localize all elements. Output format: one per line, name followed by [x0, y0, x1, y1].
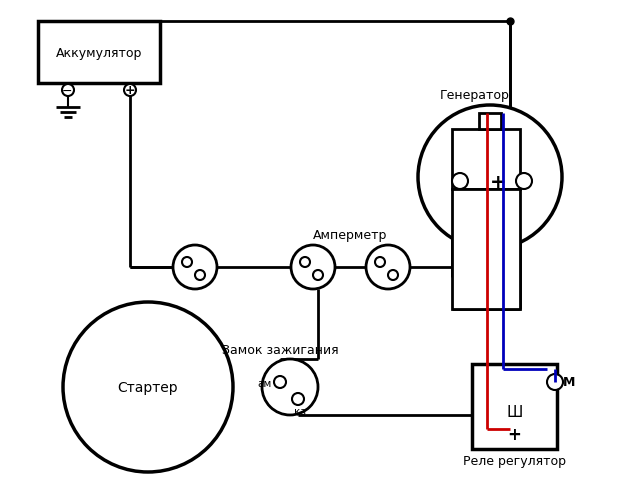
Circle shape [262, 359, 318, 415]
Circle shape [291, 245, 335, 290]
Circle shape [516, 174, 532, 189]
Text: Амперметр: Амперметр [314, 228, 388, 241]
Text: M: M [563, 376, 575, 389]
Text: кз: кз [294, 406, 306, 416]
Circle shape [274, 376, 286, 388]
Circle shape [63, 303, 233, 472]
Text: −: − [61, 84, 72, 97]
Circle shape [124, 85, 136, 97]
Bar [472, 364, 557, 449]
Circle shape [62, 85, 74, 97]
Circle shape [292, 393, 304, 405]
Text: +: + [508, 425, 522, 443]
Circle shape [173, 245, 217, 290]
Text: ам: ам [258, 378, 272, 388]
Circle shape [375, 258, 385, 268]
Text: Стартер: Стартер [118, 380, 179, 394]
Bar [452, 130, 520, 189]
Circle shape [418, 106, 562, 249]
Text: Ш: Ш [506, 405, 523, 420]
Text: Реле регулятор: Реле регулятор [463, 454, 566, 467]
Circle shape [182, 258, 192, 268]
Text: +: + [125, 84, 135, 97]
Circle shape [547, 374, 563, 390]
Text: +: + [490, 172, 506, 191]
Text: Аккумулятор: Аккумулятор [56, 47, 142, 60]
Circle shape [366, 245, 410, 290]
Circle shape [452, 174, 468, 189]
Circle shape [195, 271, 205, 281]
Text: Генератор: Генератор [440, 89, 510, 102]
Circle shape [388, 271, 398, 281]
Bar [479, 114, 501, 130]
Text: Замок зажигания: Замок зажигания [221, 343, 339, 356]
Circle shape [300, 258, 310, 268]
Bar [38, 22, 160, 84]
Bar [452, 189, 520, 310]
Circle shape [313, 271, 323, 281]
